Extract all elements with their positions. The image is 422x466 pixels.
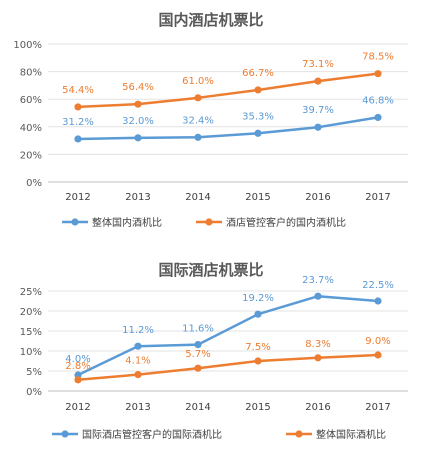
data-point — [134, 100, 142, 108]
data-label: 4.1% — [125, 356, 150, 367]
x-tick-label: 2016 — [305, 402, 330, 413]
data-label: 61.0% — [182, 76, 214, 87]
domestic-hotel-flight-ratio-chart: 国内酒店机票比 0% 20% 40% 60% 80% 100% 2012 2013 2014 201… — [13, 11, 408, 229]
x-tick-label: 2013 — [125, 192, 150, 203]
x-tick-label: 2017 — [365, 402, 390, 413]
data-label: 8.3% — [305, 339, 330, 350]
data-label: 4.0% — [65, 354, 90, 365]
data-point — [374, 297, 382, 305]
y-tick-label: 0% — [26, 387, 42, 398]
data-point — [194, 364, 202, 372]
y-tick-label: 20% — [20, 307, 42, 318]
chart-title: 国内酒店机票比 — [158, 11, 263, 29]
data-label: 73.1% — [302, 59, 334, 70]
data-point — [254, 357, 262, 365]
data-label: 9.0% — [365, 336, 390, 347]
series-line — [77, 353, 379, 382]
legend-label: 酒店管控客户的国内酒机比 — [226, 216, 346, 229]
data-label: 19.2% — [242, 293, 274, 304]
data-label: 31.2% — [62, 117, 94, 128]
data-label: 7.5% — [245, 342, 270, 353]
y-tick-label: 25% — [20, 287, 42, 298]
series-line — [77, 116, 379, 141]
y-tick-label: 5% — [26, 367, 42, 378]
y-tick-label: 10% — [20, 347, 42, 358]
data-label: 11.6% — [182, 324, 214, 335]
data-point — [314, 77, 322, 85]
y-tick-label: 0% — [26, 178, 42, 189]
legend-marker — [205, 218, 213, 226]
data-point — [134, 371, 142, 379]
y-tick-label: 40% — [20, 123, 42, 134]
legend-marker — [71, 218, 79, 226]
data-point — [74, 103, 82, 111]
legend-marker — [61, 430, 69, 438]
series-line — [77, 294, 379, 377]
x-tick-label: 2015 — [245, 402, 270, 413]
data-label: 78.5% — [362, 52, 394, 63]
data-point — [194, 94, 202, 102]
data-point — [314, 354, 322, 362]
data-point — [194, 341, 202, 349]
data-point — [254, 86, 262, 94]
y-tick-label: 15% — [20, 327, 42, 338]
data-label: 23.7% — [302, 275, 334, 286]
data-point — [374, 70, 382, 78]
y-tick-label: 60% — [20, 95, 42, 106]
x-tick-label: 2014 — [185, 192, 210, 203]
chart-title: 国际酒店机票比 — [158, 261, 263, 279]
data-point — [74, 376, 82, 384]
legend-label: 整体国内酒机比 — [92, 216, 162, 229]
data-label: 39.7% — [302, 105, 334, 116]
legend-label: 国际酒店管控客户的国际酒机比 — [82, 428, 222, 441]
data-label: 54.4% — [62, 85, 94, 96]
data-label: 32.4% — [182, 115, 214, 126]
x-tick-label: 2014 — [185, 402, 210, 413]
data-label: 11.2% — [122, 325, 154, 336]
data-point — [314, 292, 322, 300]
legend-label: 整体国际酒机比 — [316, 428, 386, 441]
data-point — [74, 135, 82, 143]
y-tick-label: 80% — [20, 68, 42, 79]
x-tick-label: 2015 — [245, 192, 270, 203]
data-label: 66.7% — [242, 68, 274, 79]
x-tick-label: 2012 — [65, 402, 90, 413]
x-tick-label: 2016 — [305, 192, 330, 203]
data-label: 46.8% — [362, 95, 394, 106]
data-point — [194, 133, 202, 141]
data-label: 35.3% — [242, 111, 274, 122]
data-point — [254, 129, 262, 137]
data-point — [134, 342, 142, 350]
data-label: 32.0% — [122, 116, 154, 127]
y-tick-label: 100% — [13, 40, 42, 51]
y-tick-label: 20% — [20, 150, 42, 161]
x-tick-label: 2017 — [365, 192, 390, 203]
data-point — [374, 113, 382, 122]
x-tick-label: 2013 — [125, 402, 150, 413]
data-label: 5.7% — [185, 349, 210, 360]
x-tick-label: 2012 — [65, 192, 90, 203]
series-line — [77, 72, 379, 109]
international-hotel-flight-ratio-chart: 国际酒店机票比 0% 5% 10% 15% 20% 25% 2012 2013 2014 2015 2… — [20, 261, 408, 441]
data-point — [254, 310, 262, 318]
data-label: 56.4% — [122, 82, 154, 93]
data-point — [134, 134, 142, 142]
data-point — [314, 123, 322, 131]
data-label: 2.8% — [65, 361, 90, 372]
data-point — [374, 351, 382, 359]
legend-marker — [295, 430, 303, 438]
data-label: 22.5% — [362, 280, 394, 291]
